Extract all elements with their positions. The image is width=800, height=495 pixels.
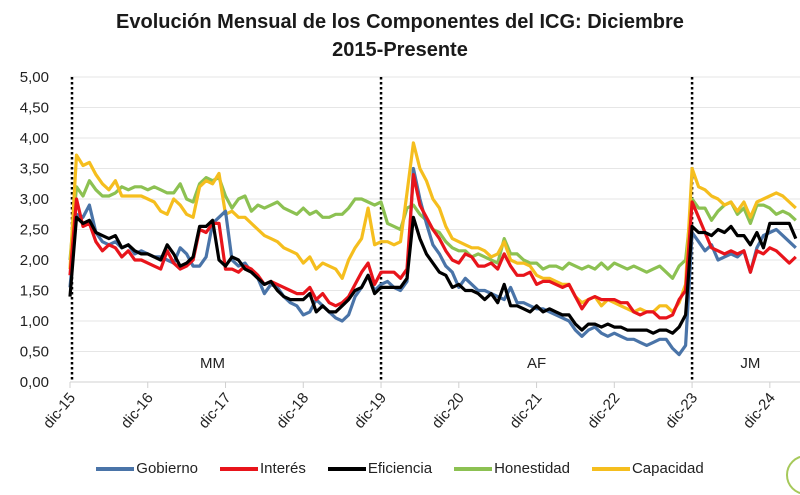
y-tick-label: 5,00	[20, 69, 49, 86]
x-tick-label: dic-16	[118, 390, 157, 432]
y-tick-label: 3,50	[20, 161, 49, 178]
legend-label: Capacidad	[631, 460, 704, 477]
legend-swatch	[454, 466, 493, 471]
legend-label: Gobierno	[136, 460, 199, 477]
y-tick-label: 4,50	[20, 100, 49, 117]
x-tick-label: dic-15	[40, 390, 79, 432]
legend-item: Honestidad	[454, 460, 570, 477]
period-label: MM	[200, 355, 225, 372]
chart-title-line-2: 2015-Presente	[332, 39, 468, 61]
gridlines	[70, 76, 800, 383]
x-tick-label: dic-23	[662, 390, 701, 432]
legend-item: Gobierno	[96, 460, 198, 477]
period-label: JM	[740, 355, 760, 372]
chart-title: Evolución Mensual de los Componentes del…	[0, 8, 800, 64]
x-tick-label: dic-24	[740, 390, 779, 432]
legend-item: Eficiencia	[327, 460, 433, 477]
legend: Gobierno Interés Eficiencia Honestidad Capac…	[0, 460, 800, 477]
line-chart: 0,00 0,50 1,00 1,50 2,00 2,50 3,00 3,50 4,00 4,50…	[20, 69, 800, 432]
x-tick-label: dic-17	[195, 390, 234, 432]
legend-label: Honestidad	[494, 460, 570, 477]
chart-title-line-1: Evolución Mensual de los Componentes del…	[116, 11, 684, 33]
series-line-interes	[68, 173, 797, 320]
legend-swatch	[327, 466, 366, 471]
x-tick-label: dic-18	[273, 390, 312, 432]
x-tick-label: dic-20	[429, 390, 468, 432]
legend-item: Interés	[220, 460, 306, 477]
legend-item: Capacidad	[591, 460, 704, 477]
legend-label: Interés	[260, 460, 306, 477]
x-tick-label: dic-19	[351, 390, 390, 432]
y-tick-label: 0,50	[20, 344, 49, 361]
legend-swatch	[96, 466, 135, 471]
y-axis: 0,00 0,50 1,00 1,50 2,00 2,50 3,00 3,50 4,00 4,50…	[20, 69, 49, 391]
y-tick-label: 2,50	[20, 222, 49, 239]
period-label: AF	[527, 355, 546, 372]
period-labels: MM AF JM	[200, 355, 760, 372]
legend-swatch	[591, 466, 630, 471]
x-tick-label: dic-21	[506, 390, 545, 432]
y-tick-label: 1,50	[20, 283, 49, 300]
y-tick-label: 1,00	[20, 313, 49, 330]
x-axis: dic-15 dic-16 dic-17 dic-18 dic-19 dic-20 dic-…	[40, 382, 779, 432]
series-lines	[68, 141, 798, 357]
legend-swatch	[220, 466, 259, 471]
legend-label: Eficiencia	[367, 460, 433, 477]
y-tick-label: 3,00	[20, 191, 49, 208]
y-tick-label: 4,00	[20, 130, 49, 147]
y-tick-label: 0,00	[20, 374, 49, 391]
y-tick-label: 2,00	[20, 252, 49, 269]
series-line-eficiencia	[68, 215, 798, 335]
x-tick-label: dic-22	[584, 390, 623, 432]
